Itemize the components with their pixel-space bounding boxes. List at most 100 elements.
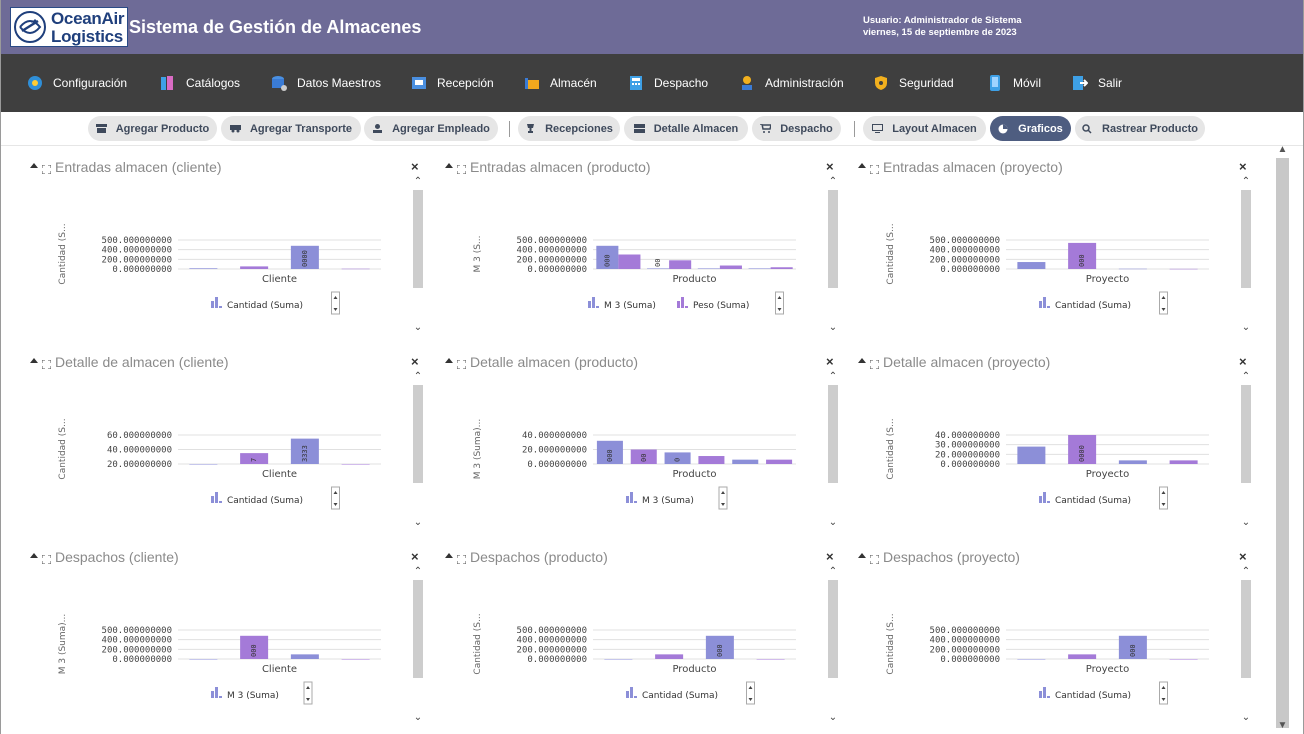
panel-scrollbar[interactable]: ⌃ ⌄ <box>1239 566 1253 726</box>
bar[interactable] <box>341 268 370 270</box>
panel-scrollbar[interactable]: ⌃ ⌄ <box>826 176 840 336</box>
scroll-down-icon[interactable]: ⌄ <box>828 712 838 723</box>
bar[interactable] <box>766 459 793 464</box>
bar[interactable] <box>1068 654 1097 659</box>
legend-item[interactable]: Cantidad (Suma) <box>1039 492 1131 506</box>
collapse-icon[interactable] <box>30 358 38 363</box>
scroll-up-icon[interactable]: ⌃ <box>828 176 838 187</box>
pager-up-icon[interactable] <box>721 491 725 494</box>
legend-pager[interactable] <box>1159 681 1168 705</box>
pager-down-icon[interactable] <box>1161 698 1166 701</box>
bar[interactable] <box>1169 268 1198 270</box>
bar[interactable] <box>290 245 319 269</box>
scroll-up-icon[interactable]: ⌃ <box>1241 566 1251 577</box>
bar[interactable] <box>719 265 742 269</box>
bar[interactable] <box>770 267 793 269</box>
bar[interactable] <box>341 659 370 660</box>
scroll-down-icon[interactable]: ▼ <box>1277 720 1288 731</box>
legend-pager-box[interactable] <box>331 486 340 510</box>
collapse-icon[interactable] <box>445 163 453 168</box>
scroll-up-icon[interactable]: ⌃ <box>1241 176 1251 187</box>
pager-down-icon[interactable] <box>777 308 782 311</box>
pager-up-icon[interactable] <box>1161 296 1166 299</box>
panel-scrollbar[interactable]: ⌃ ⌄ <box>411 176 425 336</box>
nav-item-configuracion[interactable]: Configuración <box>27 54 127 112</box>
panel-scrollbar[interactable]: ⌃ ⌄ <box>411 566 425 726</box>
bar[interactable] <box>618 254 641 270</box>
bar[interactable] <box>1118 268 1147 270</box>
legend-pager[interactable] <box>1159 291 1168 315</box>
bar[interactable] <box>596 440 623 464</box>
close-icon[interactable]: × <box>826 354 834 369</box>
add-product-button[interactable]: Agregar Producto <box>88 116 217 141</box>
scroll-up-icon[interactable]: ▲ <box>1277 144 1288 155</box>
panel-scrollbar[interactable]: ⌃ ⌄ <box>411 371 425 531</box>
scroll-up-icon[interactable]: ⌃ <box>413 566 423 577</box>
charts-button[interactable]: Graficos <box>990 116 1071 141</box>
legend-pager[interactable] <box>331 486 340 510</box>
close-icon[interactable]: × <box>826 549 834 564</box>
nav-item-recepcion[interactable]: Recepción <box>411 54 494 112</box>
scroll-thumb[interactable] <box>828 385 838 483</box>
bar[interactable] <box>756 659 785 660</box>
bar[interactable] <box>1169 460 1198 464</box>
warehouse-layout-button[interactable]: Layout Almacen <box>863 116 986 141</box>
pager-up-icon[interactable] <box>748 686 753 689</box>
legend-item[interactable]: Cantidad (Suma) <box>211 297 303 311</box>
pager-down-icon[interactable] <box>306 698 310 701</box>
pager-down-icon[interactable] <box>1161 503 1166 506</box>
scroll-down-icon[interactable]: ⌄ <box>1241 712 1251 723</box>
legend-item[interactable]: Cantidad (Suma) <box>1039 687 1131 701</box>
collapse-icon[interactable] <box>858 553 866 558</box>
legend-item[interactable]: M 3 (Suma) <box>588 297 656 311</box>
legend-pager[interactable] <box>331 291 340 315</box>
pager-up-icon[interactable] <box>1161 491 1166 494</box>
pager-up-icon[interactable] <box>777 296 782 299</box>
receptions-button[interactable]: Recepciones <box>518 116 620 141</box>
close-icon[interactable]: × <box>411 159 419 174</box>
panel-scrollbar[interactable]: ⌃ ⌄ <box>826 371 840 531</box>
bar[interactable] <box>732 459 759 464</box>
legend-pager-box[interactable] <box>1159 681 1168 705</box>
close-icon[interactable]: × <box>826 159 834 174</box>
scroll-down-icon[interactable]: ⌄ <box>1241 517 1251 528</box>
legend-pager[interactable] <box>775 291 784 315</box>
close-icon[interactable]: × <box>411 354 419 369</box>
add-employee-button[interactable]: Agregar Empleado <box>364 116 498 141</box>
nav-item-administracion[interactable]: Administración <box>739 54 844 112</box>
nav-item-despacho[interactable]: Despacho <box>628 54 708 112</box>
scroll-up-icon[interactable]: ⌃ <box>828 371 838 382</box>
legend-item[interactable]: M 3 (Suma) <box>211 687 279 701</box>
collapse-icon[interactable] <box>445 553 453 558</box>
nav-item-catalogos[interactable]: Catálogos <box>160 54 240 112</box>
nav-item-seguridad[interactable]: Seguridad <box>873 54 954 112</box>
bar[interactable] <box>341 464 370 465</box>
nav-item-movil[interactable]: Móvil <box>987 54 1041 112</box>
bar[interactable] <box>290 654 319 659</box>
close-icon[interactable]: × <box>1239 549 1247 564</box>
pager-down-icon[interactable] <box>333 503 338 506</box>
panel-scrollbar[interactable]: ⌃ ⌄ <box>1239 176 1253 336</box>
scroll-down-icon[interactable]: ⌄ <box>828 517 838 528</box>
add-transport-button[interactable]: Agregar Transporte <box>221 116 361 141</box>
scroll-up-icon[interactable]: ⌃ <box>413 371 423 382</box>
scroll-down-icon[interactable]: ⌄ <box>828 322 838 333</box>
scroll-thumb[interactable] <box>1276 158 1289 728</box>
bar[interactable] <box>290 438 319 464</box>
bar[interactable] <box>669 260 692 269</box>
scroll-up-icon[interactable]: ⌃ <box>828 566 838 577</box>
page-scrollbar[interactable]: ▲ ▼ <box>1274 144 1291 734</box>
bar[interactable] <box>655 654 684 659</box>
bar[interactable] <box>604 659 633 660</box>
bar[interactable] <box>596 245 619 269</box>
collapse-icon[interactable] <box>30 163 38 168</box>
scroll-thumb[interactable] <box>413 385 423 483</box>
scroll-thumb[interactable] <box>828 190 838 288</box>
legend-item[interactable]: Peso (Suma) <box>677 297 749 311</box>
bar[interactable] <box>189 268 218 269</box>
bar[interactable] <box>240 453 269 464</box>
close-icon[interactable]: × <box>411 549 419 564</box>
bar[interactable] <box>1118 635 1147 659</box>
legend-pager-box[interactable] <box>775 291 784 315</box>
bar[interactable] <box>1017 659 1046 660</box>
